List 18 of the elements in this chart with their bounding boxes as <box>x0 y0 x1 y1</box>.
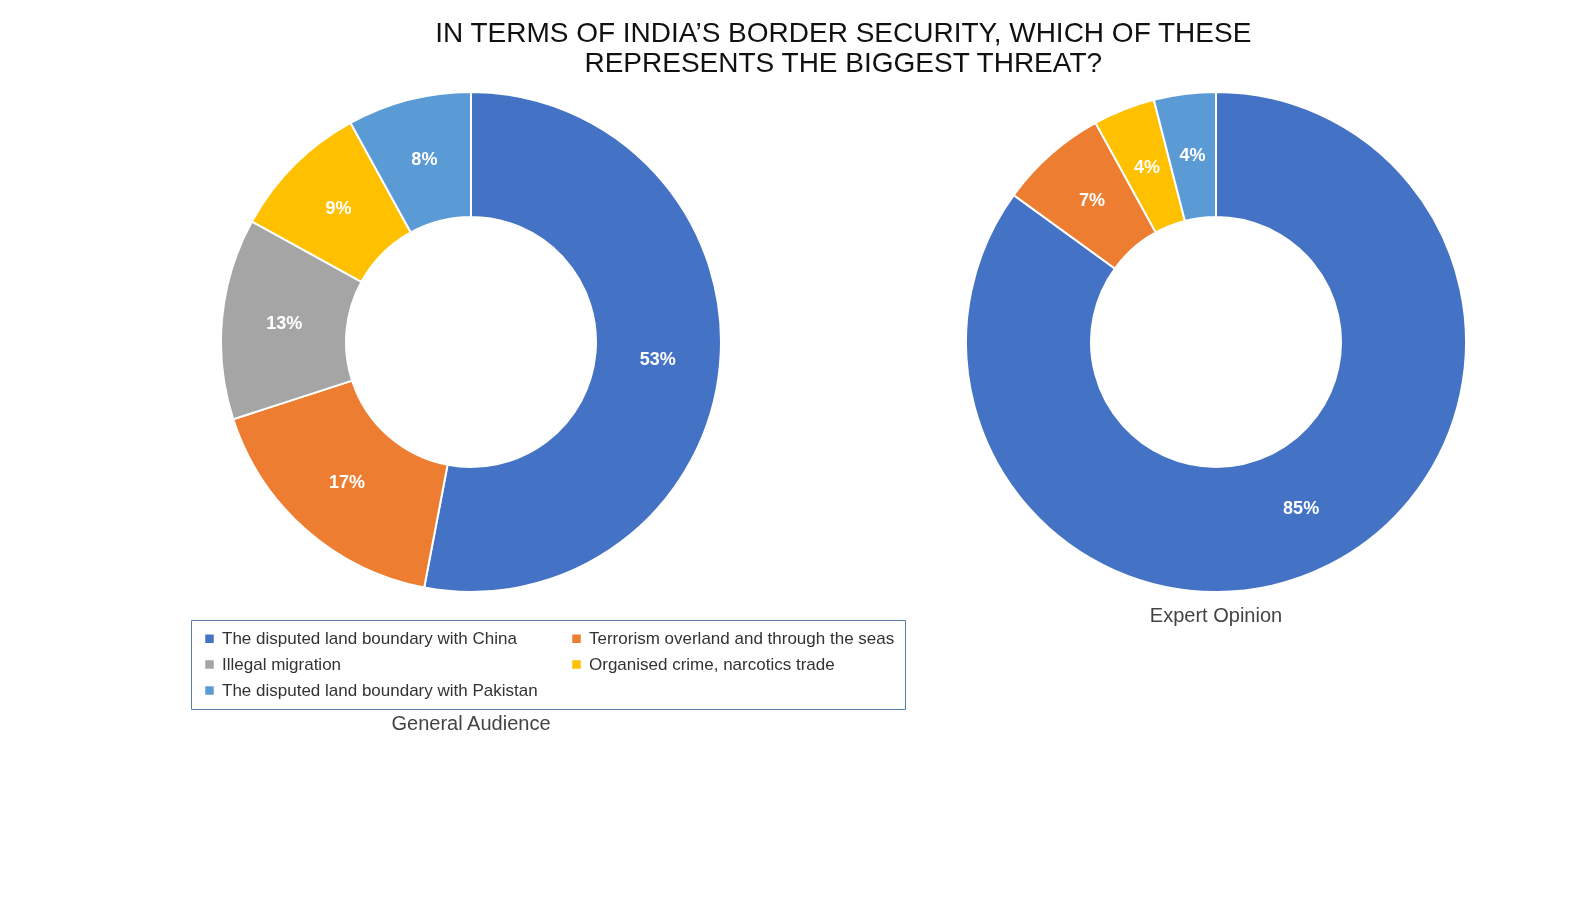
donut-slice <box>965 91 1467 593</box>
legend-label: Illegal migration <box>222 654 342 674</box>
text: Expert Opinion <box>1149 604 1283 626</box>
data-label: 8% <box>411 149 438 170</box>
data-label: 4% <box>1133 156 1160 177</box>
data-label: 17% <box>328 471 366 492</box>
legend-label: The disputed land boundary with Pakistan <box>222 680 538 700</box>
data-label: 53% <box>639 348 676 369</box>
legend-label: The disputed land boundary with China <box>222 628 518 648</box>
chart-title: IN TERMS OF INDIA’S BORDER SECURITY, WHICH OF THESE REPRESENTS THE BIGGEST THREAT? <box>435 17 1252 78</box>
data-label: 4% <box>1179 144 1206 165</box>
data-label: 85% <box>1283 498 1320 519</box>
legend-label: Terrorism overland and through the seas <box>589 628 895 648</box>
data-label: 13% <box>266 313 303 334</box>
text: General Audience <box>391 711 551 734</box>
data-label: 9% <box>325 198 352 219</box>
data-label: 7% <box>1079 190 1106 211</box>
legend-label: Organised crime, narcotics trade <box>589 654 835 674</box>
